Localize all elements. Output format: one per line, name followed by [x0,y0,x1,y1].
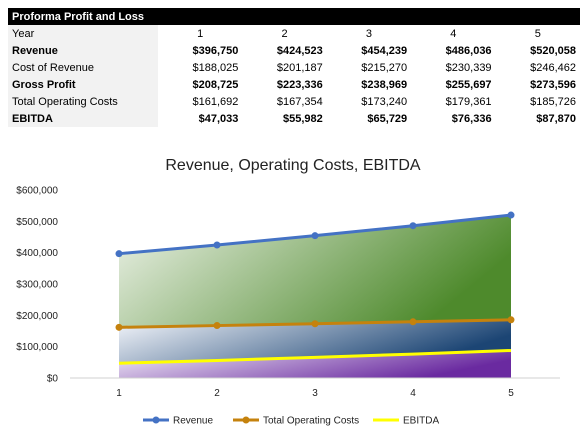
row-value: $47,033 [198,112,239,125]
row-value: $179,361 [445,95,492,108]
row-value: $454,239 [361,44,408,57]
data-point [213,322,221,330]
y-tick-label: $300,000 [16,280,58,291]
legend-label: Total Operating Costs [263,416,359,427]
table-row: EBITDA $47,033 $55,982 $65,729 $76,336 $87,87… [8,110,580,127]
legend: Revenue Total Operating Costs EBITDA [143,416,439,427]
row-value: $173,240 [361,95,408,108]
chart-title: Revenue, Operating Costs, EBITDA [165,157,421,174]
legend-label: EBITDA [403,416,439,427]
x-tick-label: 3 [312,388,318,399]
header-year: 2 [281,27,288,40]
row-value: $396,750 [192,44,239,57]
row-label: Revenue [8,42,158,59]
data-point [507,316,515,324]
table-header-row: Year 1 2 3 4 5 [8,25,580,42]
table-title: Proforma Profit and Loss [8,8,580,25]
row-value: $65,729 [367,112,408,125]
data-point [115,250,123,258]
row-value: $76,336 [451,112,492,125]
table-row: Total Operating Costs $161,692 $167,354 $17… [8,93,580,110]
table-row: Revenue $396,750 $424,523 $454,239 $486,036 $… [8,42,580,59]
header-year: 5 [534,27,541,40]
row-label: EBITDA [8,110,158,127]
row-value: $87,870 [536,112,576,125]
row-value: $208,725 [192,78,239,91]
legend-label: Revenue [173,416,213,427]
x-tick-label: 2 [214,388,220,399]
header-year-label: Year [8,25,158,42]
ebitda-area [119,350,511,378]
row-value: $185,726 [530,95,576,108]
y-tick-label: $200,000 [16,311,58,322]
row-value: $223,336 [276,78,323,91]
series-line-2 [118,348,512,365]
y-tick-label: $600,000 [16,186,58,197]
data-point [115,323,123,331]
data-point [213,241,221,249]
data-point [409,222,417,230]
row-value: $55,982 [283,112,323,125]
header-year: 1 [197,27,204,40]
row-value: $246,462 [530,61,576,74]
row-value: $215,270 [361,61,408,74]
y-tick-label: $100,000 [16,342,58,353]
revenue-costs-ebitda-chart: Revenue, Operating Costs, EBITDA $0 $100,0… [16,157,560,427]
series-lines [115,211,515,365]
row-label: Gross Profit [8,76,158,93]
row-value: $201,187 [276,61,323,74]
row-value: $167,354 [276,95,323,108]
revenue-area [119,215,511,328]
y-tick-label: $400,000 [16,248,58,259]
row-value: $230,339 [445,61,492,74]
data-point [311,232,319,240]
x-tick-label: 4 [410,388,416,399]
table-title-row: Proforma Profit and Loss [8,8,580,25]
data-point [507,211,515,219]
axes: Revenue, Operating Costs, EBITDA $0 $100,0… [16,157,560,399]
row-value: $486,036 [445,44,492,57]
header-year: 4 [450,27,457,40]
row-value: $520,058 [530,44,576,57]
row-label: Total Operating Costs [8,93,158,110]
row-value: $161,692 [192,95,239,108]
profit-loss-table-body: Proforma Profit and Loss Year 1 2 3 4 5 … [8,8,580,127]
profit-loss-table: Proforma Profit and Loss Year 1 2 3 4 5 … [8,8,580,127]
operating-costs-area [119,319,511,364]
row-value: $188,025 [192,61,239,74]
data-point [409,318,417,326]
x-tick-label: 5 [508,388,514,399]
table-row: Gross Profit $208,725 $223,336 $238,969 $255… [8,76,580,93]
row-value: $273,596 [530,78,576,91]
table-row: Cost of Revenue $188,025 $201,187 $215,270 $… [8,59,580,76]
header-year: 3 [365,27,373,40]
y-tick-label: $0 [47,374,59,385]
row-value: $255,697 [445,78,492,91]
legend-swatch-marker [242,416,250,424]
legend-swatch-marker [152,416,160,424]
y-tick-label: $500,000 [16,217,58,228]
area-fills [119,215,511,378]
data-point [311,320,319,328]
row-label: Cost of Revenue [8,59,158,76]
row-value: $424,523 [276,44,323,57]
row-value: $238,969 [361,78,408,91]
x-tick-label: 1 [116,388,122,399]
